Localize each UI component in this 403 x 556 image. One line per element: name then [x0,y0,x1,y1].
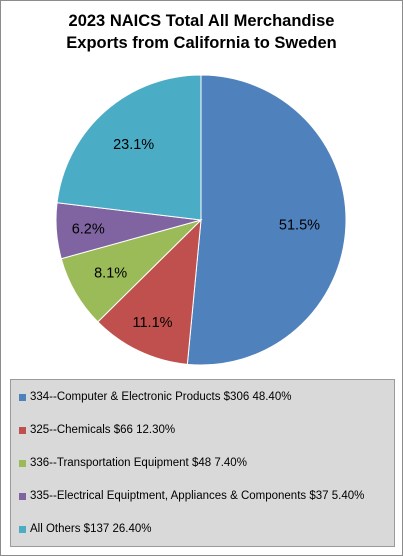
legend-label-0: 334--Computer & Electronic Products $306… [30,391,292,403]
pie-slice-1 [97,218,202,365]
legend-item-2: 336--Transportation Equipment $48 7.40% [19,457,247,469]
chart-title-line-1: 2023 NAICS Total All Merchandise [68,12,335,30]
pie-slice-label-3: 6.2% [72,222,105,238]
pie-slice-4 [56,74,202,221]
legend-label-2: 336--Transportation Equipment $48 7.40% [30,457,247,469]
legend-item-1: 325--Chemicals $66 12.30% [19,424,175,436]
pie-slice-label-0: 51.5% [279,218,320,234]
legend-item-4: All Others $137 26.40% [19,523,151,535]
legend-label-4: All Others $137 26.40% [30,523,152,535]
pie-slice-label-1: 11.1% [132,315,172,331]
chart-legend: 334--Computer & Electronic Products $306… [10,379,395,547]
legend-item-0: 334--Computer & Electronic Products $306… [19,391,291,403]
legend-swatch-1 [19,426,26,434]
chart-title-line-2: Exports from California to Sweden [66,34,337,52]
legend-swatch-0 [19,393,26,401]
legend-swatch-2 [19,459,26,467]
pie-slice-0 [186,74,347,366]
chart-title: 2023 NAICS Total All Merchandise Exports… [0,10,403,54]
legend-swatch-3 [19,492,26,500]
pie-slice-label-2: 8.1% [94,265,127,281]
pie-chart: 51.5% 11.1% 8.1% 6.2% 23.1% [55,74,347,366]
legend-swatch-4 [19,525,26,533]
legend-label-1: 325--Chemicals $66 12.30% [30,424,176,436]
pie-slice-label-4: 23.1% [113,137,154,153]
legend-label-3: 335--Electrical Equiptment, Appliances &… [30,490,365,502]
legend-item-3: 335--Electrical Equiptment, Appliances &… [19,490,364,502]
